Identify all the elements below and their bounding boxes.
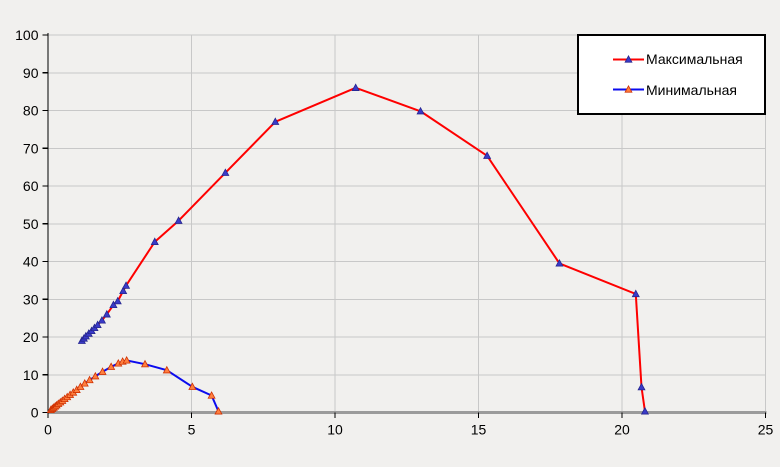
- legend-swatch-minimal-icon: [613, 85, 644, 93]
- tick-labels: 0 10 20 30 40 50 60 70 80 90 100 0 5 10 15 20 25: [15, 27, 773, 438]
- y-tick-label: 80: [23, 103, 39, 119]
- legend-item-maximal: Максимальная: [612, 51, 760, 67]
- legend-label-maximal: Максимальная: [646, 51, 743, 68]
- legend: Максимальная Минимальная: [577, 34, 766, 115]
- y-tick-label: 60: [23, 178, 39, 194]
- y-tick-label: 70: [23, 140, 39, 156]
- series-0: [77, 83, 650, 415]
- x-tick-label: 15: [471, 422, 487, 438]
- y-tick-label: 10: [23, 367, 39, 383]
- x-tick-label: 0: [44, 422, 52, 438]
- x-tick-label: 25: [758, 422, 774, 438]
- y-tick-label: 0: [31, 405, 39, 421]
- x-tick-label: 5: [188, 422, 196, 438]
- y-tick-label: 30: [23, 291, 39, 307]
- x-tick-label: 20: [614, 422, 630, 438]
- y-tick-label: 100: [15, 27, 39, 43]
- y-tick-label: 90: [23, 65, 39, 81]
- y-tick-label: 50: [23, 216, 39, 232]
- y-tick-label: 40: [23, 254, 39, 270]
- series-line-0: [81, 86, 646, 412]
- legend-item-minimal: Минимальная: [612, 82, 760, 98]
- y-tick-label: 20: [23, 329, 39, 345]
- legend-label-minimal: Минимальная: [646, 81, 738, 98]
- legend-swatch-maximal-icon: [613, 54, 644, 63]
- x-tick-label: 10: [327, 422, 343, 438]
- series-1: [46, 355, 223, 415]
- gridlines: [48, 34, 766, 413]
